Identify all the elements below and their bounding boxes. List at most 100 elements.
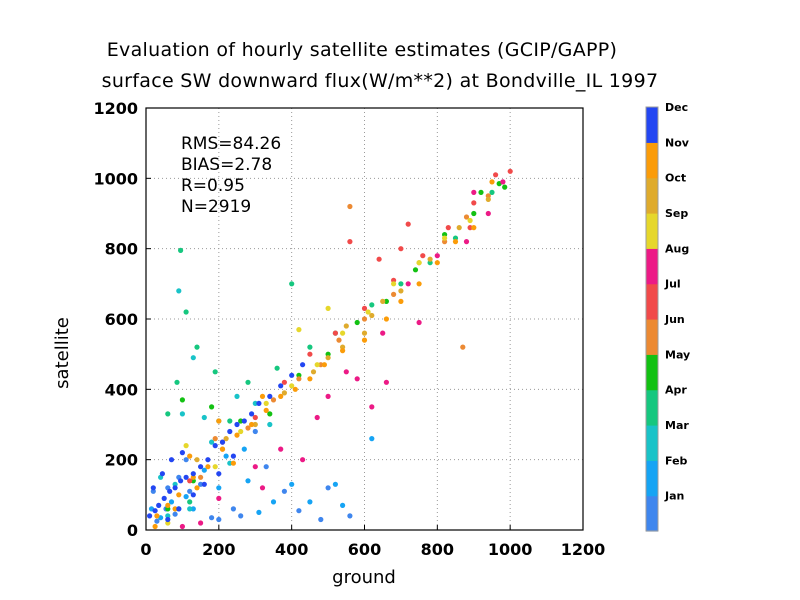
colorbar-segment-apr — [646, 389, 658, 426]
point-dec — [179, 450, 185, 456]
colorbar-frame — [645, 106, 659, 532]
x-tick-label: 800 — [421, 540, 454, 559]
point-aug — [463, 239, 470, 245]
point-apr — [183, 309, 189, 315]
point-dec — [165, 516, 171, 523]
point-may — [478, 189, 484, 195]
point-sep — [467, 217, 473, 224]
point-may — [267, 411, 273, 417]
point-aug — [383, 379, 389, 385]
y-tick-label: 400 — [105, 380, 138, 399]
point-jun — [296, 376, 302, 382]
point-mar — [252, 400, 258, 406]
point-jun — [270, 397, 277, 403]
colorbar-label-dec: Dec — [665, 101, 688, 114]
point-mar — [190, 355, 196, 361]
point-mar — [165, 513, 171, 519]
point-nov — [398, 298, 404, 304]
point-jul — [347, 239, 353, 245]
point-nov — [216, 418, 222, 424]
point-jun — [463, 214, 470, 220]
y-axis: 0 200 400 600 800 1000 1200 — [93, 99, 151, 540]
point-apr — [245, 379, 251, 385]
point-nov — [292, 386, 298, 392]
x-tick-label: 600 — [348, 540, 381, 559]
point-jul — [398, 246, 404, 252]
point-feb — [245, 478, 251, 484]
point-jan — [238, 513, 244, 519]
point-dec — [183, 474, 189, 480]
point-dec — [289, 372, 295, 378]
stat-r: R=0.95 — [181, 176, 245, 196]
point-nov — [190, 474, 196, 480]
point-aug — [405, 281, 411, 287]
point-dec — [300, 362, 306, 368]
point-aug — [259, 485, 266, 491]
grid — [146, 108, 583, 530]
point-jan — [347, 513, 353, 519]
point-nov — [434, 260, 440, 266]
point-sep — [263, 400, 269, 406]
point-jul — [187, 478, 193, 484]
point-feb — [270, 499, 277, 505]
point-sep — [296, 327, 302, 333]
point-dec — [241, 418, 247, 424]
point-nov — [230, 460, 236, 466]
point-nov — [205, 464, 211, 470]
point-may — [238, 418, 244, 424]
point-nov — [259, 393, 266, 399]
y-tick-label: 200 — [105, 451, 138, 470]
colorbar-label-oct: Oct — [665, 172, 686, 185]
colorbar-segment-jul — [646, 283, 658, 320]
point-apr — [307, 344, 313, 350]
point-aug — [179, 523, 185, 530]
point-dec — [168, 457, 175, 463]
point-aug — [343, 369, 349, 375]
chart-subtitle: surface SW downward flux(W/m**2) at Bond… — [102, 70, 659, 92]
point-jul — [332, 330, 338, 336]
point-dec — [234, 421, 240, 428]
point-nov — [416, 281, 422, 287]
data-points — [147, 168, 513, 530]
point-aug — [369, 404, 375, 410]
colorbar-label-sep: Sep — [665, 207, 688, 220]
point-jan — [252, 428, 258, 435]
point-oct — [325, 355, 331, 361]
point-dec — [150, 485, 156, 491]
point-dec — [152, 508, 158, 514]
point-jan — [154, 518, 160, 524]
point-aug — [216, 495, 222, 501]
chart-title: Evaluation of hourly satellite estimates… — [107, 39, 617, 61]
colorbar-label-nov: Nov — [665, 136, 690, 149]
point-jul — [420, 253, 426, 259]
point-aug — [278, 446, 284, 452]
x-axis: 0 200 400 600 800 1000 1200 — [140, 525, 605, 559]
point-aug — [300, 457, 306, 463]
point-jul — [467, 225, 473, 231]
point-jun — [336, 337, 342, 343]
point-dec — [198, 464, 204, 470]
point-jun — [198, 474, 204, 480]
point-oct — [369, 312, 375, 319]
point-oct — [380, 298, 386, 304]
point-sep — [365, 309, 371, 315]
point-nov — [154, 513, 160, 519]
x-axis-label: ground — [332, 567, 396, 588]
point-apr — [194, 344, 200, 350]
point-jan — [281, 488, 287, 494]
point-dec — [230, 453, 236, 459]
y-tick-label: 1000 — [93, 169, 138, 188]
stats-box: RMS=84.26 BIAS=2.78 R=0.95 N=2919 — [181, 134, 281, 217]
point-may — [179, 397, 185, 403]
point-jan — [216, 516, 222, 523]
point-aug — [471, 189, 477, 195]
point-sep — [238, 428, 244, 435]
point-nov — [452, 239, 459, 245]
point-apr — [187, 499, 193, 505]
point-dec — [190, 471, 196, 477]
point-nov — [321, 362, 327, 368]
point-oct — [427, 256, 433, 262]
point-jul — [493, 172, 499, 178]
point-jan — [296, 508, 302, 514]
point-apr — [212, 369, 218, 375]
